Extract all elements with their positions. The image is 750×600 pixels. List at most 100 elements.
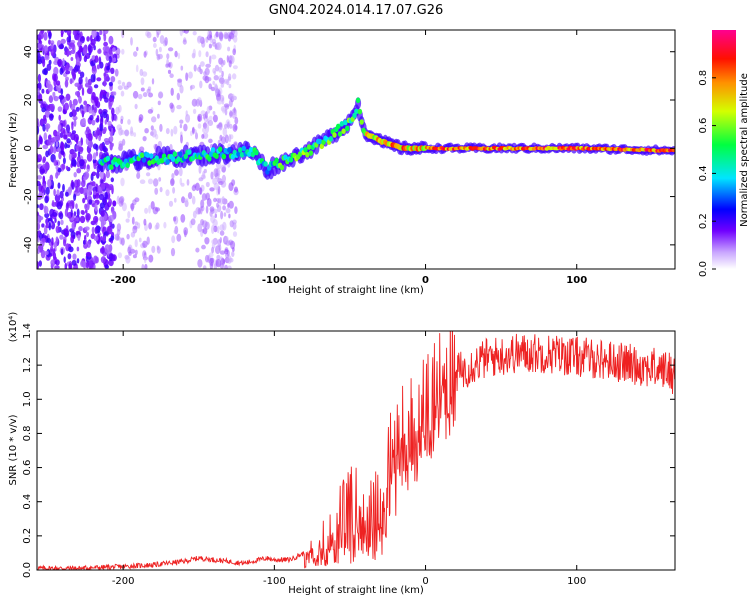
noise-blob [120,199,124,206]
noise-blob [225,137,229,143]
noise-blob [189,85,193,91]
noise-blob [225,207,231,214]
snr-frame [36,330,676,571]
noise-blob [68,263,73,269]
noise-blob [211,54,217,60]
noise-blob [191,195,196,205]
noise-blob [49,103,55,112]
noise-blob [104,191,108,200]
noise-blob [81,117,86,127]
ridge-cell [332,132,337,138]
noise-blob [102,46,108,52]
noise-blob [192,210,197,219]
noise-blob [57,220,61,227]
noise-blob [220,83,224,88]
noise-blob [54,260,57,265]
noise-blob [59,190,64,199]
ridge-cell [165,159,170,165]
noise-blob [123,85,129,90]
noise-blob [219,32,224,42]
noise-blob [38,93,43,101]
noise-blob [121,48,125,55]
noise-blob [82,48,88,55]
noise-blob [76,168,82,174]
noise-blob [212,177,218,185]
noise-blob [209,187,215,192]
noise-blob [212,80,215,86]
noise-blob [73,211,77,217]
noise-blob [66,124,70,133]
noise-blob [53,129,58,137]
x-tick-label: 0 [422,275,429,286]
noise-blob [65,165,69,170]
noise-blob [104,119,108,125]
noise-blob [47,179,52,188]
ridge-cell [345,125,350,132]
noise-blob [62,58,65,66]
noise-blob [59,132,64,139]
noise-blob [112,254,116,261]
noise-blob [42,68,48,75]
noise-blob [38,30,44,40]
ridge-cell [303,147,308,153]
noise-blob [134,239,138,248]
noise-blob [55,225,60,234]
noise-blob [153,178,159,187]
noise-blob [227,255,232,264]
ridge-cell [214,153,219,159]
noise-blob [48,39,51,45]
y-tick-label: 0.0 [22,562,33,578]
noise-blob [57,147,61,152]
noise-blob [44,206,49,215]
noise-blob [197,259,203,268]
noise-blob [173,229,178,234]
noise-blob [58,94,65,100]
noise-blob [57,167,62,173]
noise-blob [220,59,224,68]
x-tick-label: 100 [566,275,587,286]
noise-blob [215,31,219,38]
noise-blob [40,185,44,194]
noise-blob [44,250,49,256]
noise-blob [75,145,79,150]
noise-blob [71,159,77,167]
noise-blob [85,133,90,139]
noise-blob [233,30,238,38]
ridge-cell [319,143,324,150]
noise-blob [78,76,83,85]
noise-blob [197,223,203,233]
noise-blob [74,64,81,71]
noise-blob [93,255,98,264]
noise-blob [195,182,200,191]
ridge-cell [141,157,147,163]
noise-blob [63,134,68,140]
noise-blob [81,179,86,188]
ridge-cell [178,151,183,157]
noise-blob [41,88,45,94]
noise-blob [41,107,46,113]
ridge-cell [209,151,214,157]
noise-blob [75,34,80,41]
noise-blob [221,174,226,183]
noise-blob [207,77,212,82]
noise-blob [57,58,63,67]
noise-blob [231,251,235,257]
noise-blob [55,141,59,147]
noise-blob [51,212,58,217]
noise-blob [37,88,40,96]
noise-blob [77,234,81,242]
noise-blob [117,85,123,91]
colorbar-tick-label: 0.4 [698,165,709,181]
noise-blob [192,48,196,58]
ridge-cell [109,164,114,170]
noise-blob [83,100,88,106]
noise-blob [69,99,72,108]
noise-blob [181,196,186,204]
noise-blob [79,84,83,89]
noise-blob [72,116,78,121]
noise-blob [232,65,238,70]
colorbar-ticks: 0.0 0.2 0.4 0.6 0.8 [698,70,716,277]
noise-blob [96,35,101,42]
noise-blob [96,115,100,122]
noise-blob [143,218,147,226]
